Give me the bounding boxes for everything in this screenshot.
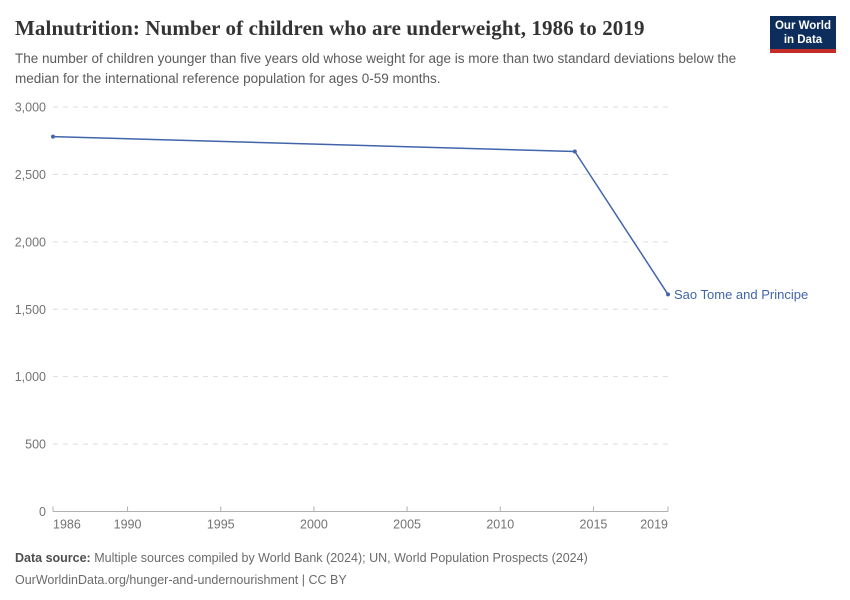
x-tick-label: 2000 [300,518,328,532]
owid-logo: Our World in Data [770,16,836,53]
x-tick-label: 1990 [114,518,142,532]
x-tick-label: 2005 [393,518,421,532]
y-tick-label: 1,000 [15,370,46,384]
x-tick-label: 2019 [640,518,668,532]
owid-logo-line1: Our World [774,20,831,32]
chart-title: Malnutrition: Number of children who are… [15,16,645,40]
data-point-marker [666,292,670,297]
x-tick-label: 2010 [486,518,514,532]
series-end-label: Sao Tome and Principe [674,287,808,302]
y-tick-label: 1,500 [15,303,46,317]
data-point-marker [51,134,55,139]
chart-subtitle: The number of children younger than five… [15,51,737,86]
x-tick-label: 1986 [53,518,81,532]
x-tick-label: 1995 [207,518,235,532]
y-tick-label: 3,000 [15,101,46,115]
y-tick-label: 500 [25,438,46,452]
y-tick-label: 2,500 [15,168,46,182]
y-tick-label: 2,000 [15,235,46,249]
series-line [52,135,669,295]
owid-logo-line2: in Data [783,34,823,46]
y-tick-label: 0 [39,505,46,519]
data-source-label: Data source: [15,551,91,565]
owid-logo-box: Our World in Data [770,16,836,53]
chart-footer: Data source: Multiple sources compiled b… [15,547,835,591]
data-point-marker [572,149,577,154]
attribution-line: OurWorldinData.org/hunger-and-undernouri… [15,573,347,587]
x-tick-label: 2015 [580,518,608,532]
data-source-line: Data source: Multiple sources compiled b… [15,547,835,569]
data-source-text: Multiple sources compiled by World Bank … [94,551,588,565]
